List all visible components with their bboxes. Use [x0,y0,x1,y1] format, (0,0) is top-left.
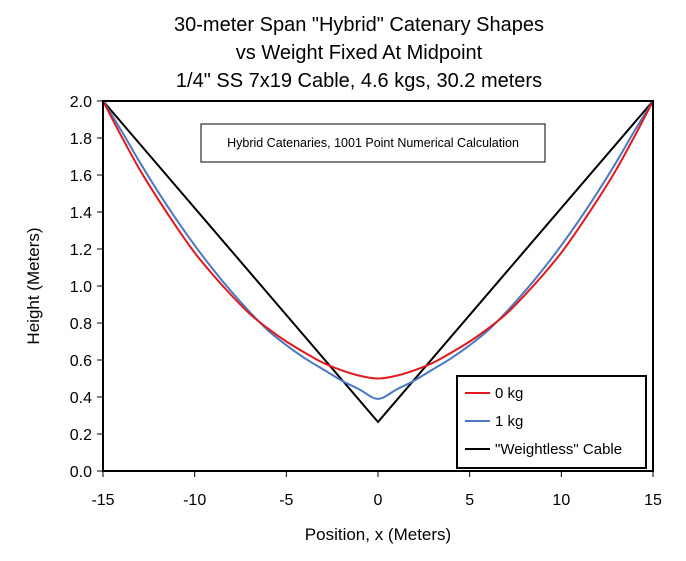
x-tick-label: 10 [552,492,570,509]
x-tick-label: -15 [91,492,114,509]
x-axis-ticks: -15 -10 -5 0 5 10 15 [91,471,662,509]
chart-title-line: 30-meter Span "Hybrid" Catenary Shapes [174,14,544,36]
chart-title: 30-meter Span "Hybrid" Catenary Shapes vs… [174,14,544,92]
y-tick-label: 1.8 [70,131,92,148]
y-tick-label: 0.0 [70,464,92,481]
series-line-0 [102,100,654,380]
series-line-2 [102,100,654,424]
y-tick-label: 0.8 [70,316,92,333]
y-axis-ticks: 0.0 0.2 0.4 0.6 0.8 1.0 1.2 1.4 1.6 1.8 2.0 [70,94,103,481]
y-tick-label: 1.4 [70,205,92,222]
y-tick-label: 0.4 [70,390,92,407]
legend-label: "Weightless" Cable [495,441,622,458]
legend-label: 1 kg [495,413,523,430]
series-lines [102,100,654,424]
chart-title-line: vs Weight Fixed At Midpoint [236,42,483,64]
x-tick-label: 5 [465,492,474,509]
y-tick-label: 1.6 [70,168,92,185]
x-tick-label: -10 [183,492,206,509]
x-tick-label: 0 [374,492,383,509]
y-tick-label: 1.0 [70,279,92,296]
x-tick-label: 15 [644,492,662,509]
annotation-text: Hybrid Catenaries, 1001 Point Numerical … [227,136,519,150]
legend: 0 kg 1 kg "Weightless" Cable [456,375,647,469]
legend-label: 0 kg [495,385,523,402]
series-line-1 [102,100,654,400]
y-tick-label: 2.0 [70,94,92,111]
y-axis-label: Height (Meters) [24,227,43,344]
chart-title-line: 1/4" SS 7x19 Cable, 4.6 kgs, 30.2 meters [176,70,542,92]
x-tick-label: -5 [279,492,293,509]
y-tick-label: 1.2 [70,242,92,259]
annotation-box: Hybrid Catenaries, 1001 Point Numerical … [200,123,546,163]
y-tick-label: 0.6 [70,353,92,370]
plot-area-frame [102,100,654,472]
y-tick-label: 0.2 [70,427,92,444]
x-axis-label: Position, x (Meters) [305,525,451,544]
